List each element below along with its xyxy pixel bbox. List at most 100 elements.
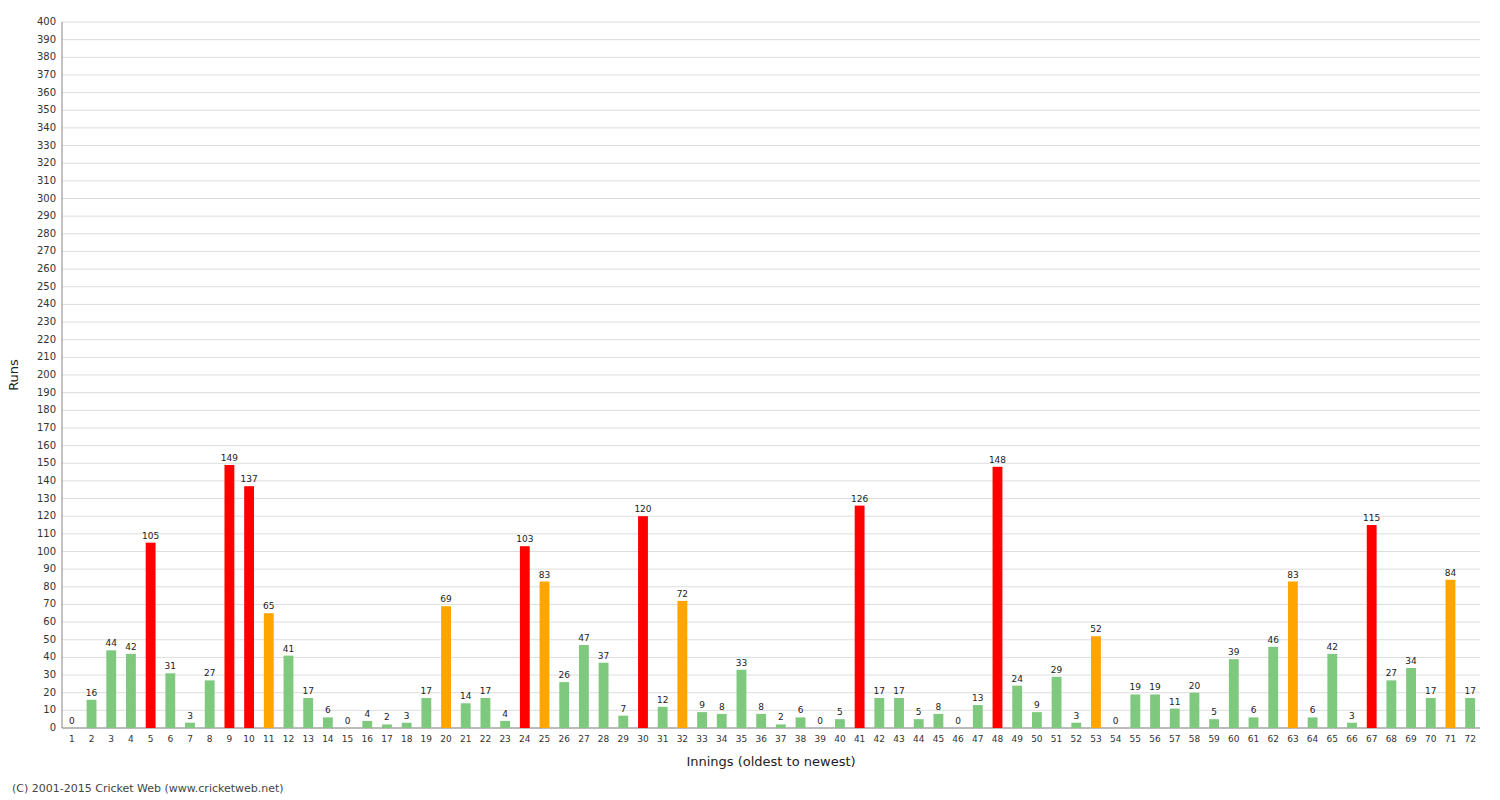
data-label: 8	[719, 702, 725, 712]
x-tick-label: 45	[933, 734, 944, 744]
data-label: 5	[916, 707, 922, 717]
x-tick-label: 42	[874, 734, 885, 744]
x-tick-label: 34	[716, 734, 728, 744]
x-tick-label: 22	[480, 734, 491, 744]
bar	[421, 698, 431, 728]
data-label: 9	[699, 700, 705, 710]
data-label: 8	[758, 702, 764, 712]
x-tick-label: 70	[1425, 734, 1437, 744]
y-tick-label: 190	[37, 387, 56, 398]
grid-line	[62, 551, 1480, 552]
y-tick-label: 170	[37, 422, 56, 433]
bar	[1308, 717, 1318, 728]
data-label: 105	[142, 531, 159, 541]
x-axis-label: Innings (oldest to newest)	[686, 754, 855, 769]
footer: (C) 2001-2015 Cricket Web (www.cricketwe…	[12, 782, 284, 795]
y-tick-label: 110	[37, 528, 56, 539]
data-label: 17	[480, 686, 491, 696]
x-tick-label: 65	[1327, 734, 1338, 744]
bar	[933, 714, 943, 728]
bar	[1386, 680, 1396, 728]
bar	[1190, 693, 1200, 728]
data-label: 20	[1189, 681, 1201, 691]
data-label: 120	[634, 504, 651, 514]
x-tick-label: 40	[834, 734, 846, 744]
bar	[185, 723, 195, 728]
x-tick-label: 11	[263, 734, 274, 744]
y-tick-labels: 0102030405060708090100110120130140150160…	[37, 16, 56, 733]
data-label: 5	[1211, 707, 1217, 717]
x-tick-label: 9	[227, 734, 233, 744]
bar	[284, 656, 294, 728]
x-tick-label: 33	[696, 734, 707, 744]
grid-line	[62, 675, 1480, 676]
x-tick-label: 50	[1031, 734, 1043, 744]
data-label: 39	[1228, 647, 1240, 657]
bar	[1288, 582, 1298, 728]
grid-line	[62, 39, 1480, 40]
y-tick-label: 370	[37, 69, 56, 80]
data-label: 0	[817, 716, 823, 726]
x-tick-label: 1	[69, 734, 75, 744]
data-label: 2	[778, 712, 784, 722]
x-tick-label: 36	[755, 734, 767, 744]
data-label: 0	[955, 716, 961, 726]
bar	[638, 516, 648, 728]
grid-line	[62, 286, 1480, 287]
x-tick-label: 58	[1189, 734, 1201, 744]
y-tick-label: 70	[43, 598, 56, 609]
bar	[106, 650, 116, 728]
bar	[756, 714, 766, 728]
x-tick-label: 61	[1248, 734, 1259, 744]
bar	[1150, 694, 1160, 728]
y-tick-label: 20	[43, 687, 56, 698]
y-tick-label: 400	[37, 16, 56, 27]
data-label: 11	[1169, 697, 1180, 707]
bar	[737, 670, 747, 728]
bar	[402, 723, 412, 728]
chart-container: 0102030405060708090100110120130140150160…	[0, 0, 1500, 800]
y-tick-label: 220	[37, 334, 56, 345]
y-tick-label: 10	[43, 704, 56, 715]
bar	[618, 716, 628, 728]
data-label: 3	[1073, 711, 1079, 721]
grid-line	[62, 533, 1480, 534]
y-tick-label: 280	[37, 228, 56, 239]
bar	[776, 724, 786, 728]
x-tick-label: 12	[283, 734, 294, 744]
data-label: 2	[384, 712, 390, 722]
y-tick-label: 320	[37, 157, 56, 168]
bar	[914, 719, 924, 728]
x-tick-label: 44	[913, 734, 925, 744]
bar	[382, 724, 392, 728]
data-label: 126	[851, 494, 868, 504]
bar	[953, 728, 963, 729]
grid-line	[62, 622, 1480, 623]
data-label: 33	[736, 658, 747, 668]
data-label: 46	[1267, 635, 1279, 645]
data-label: 17	[1464, 686, 1475, 696]
y-tick-label: 350	[37, 104, 56, 115]
bars	[87, 465, 1475, 728]
data-label: 17	[1425, 686, 1436, 696]
data-label: 5	[837, 707, 843, 717]
data-label: 37	[598, 651, 609, 661]
bar	[520, 546, 530, 728]
y-tick-label: 300	[37, 193, 56, 204]
bar	[1032, 712, 1042, 728]
grid-line	[62, 322, 1480, 323]
grid-line	[62, 728, 1480, 729]
x-tick-label: 3	[108, 734, 114, 744]
x-tick-label: 56	[1149, 734, 1161, 744]
x-tick-label: 67	[1366, 734, 1377, 744]
grid-line	[62, 375, 1480, 376]
grid-line	[62, 445, 1480, 446]
grid-line	[62, 74, 1480, 75]
bar	[1091, 636, 1101, 728]
bar	[264, 613, 274, 728]
data-label: 65	[263, 601, 274, 611]
data-label: 6	[325, 705, 331, 715]
bar	[894, 698, 904, 728]
data-label: 149	[221, 453, 238, 463]
bar	[1012, 686, 1022, 728]
